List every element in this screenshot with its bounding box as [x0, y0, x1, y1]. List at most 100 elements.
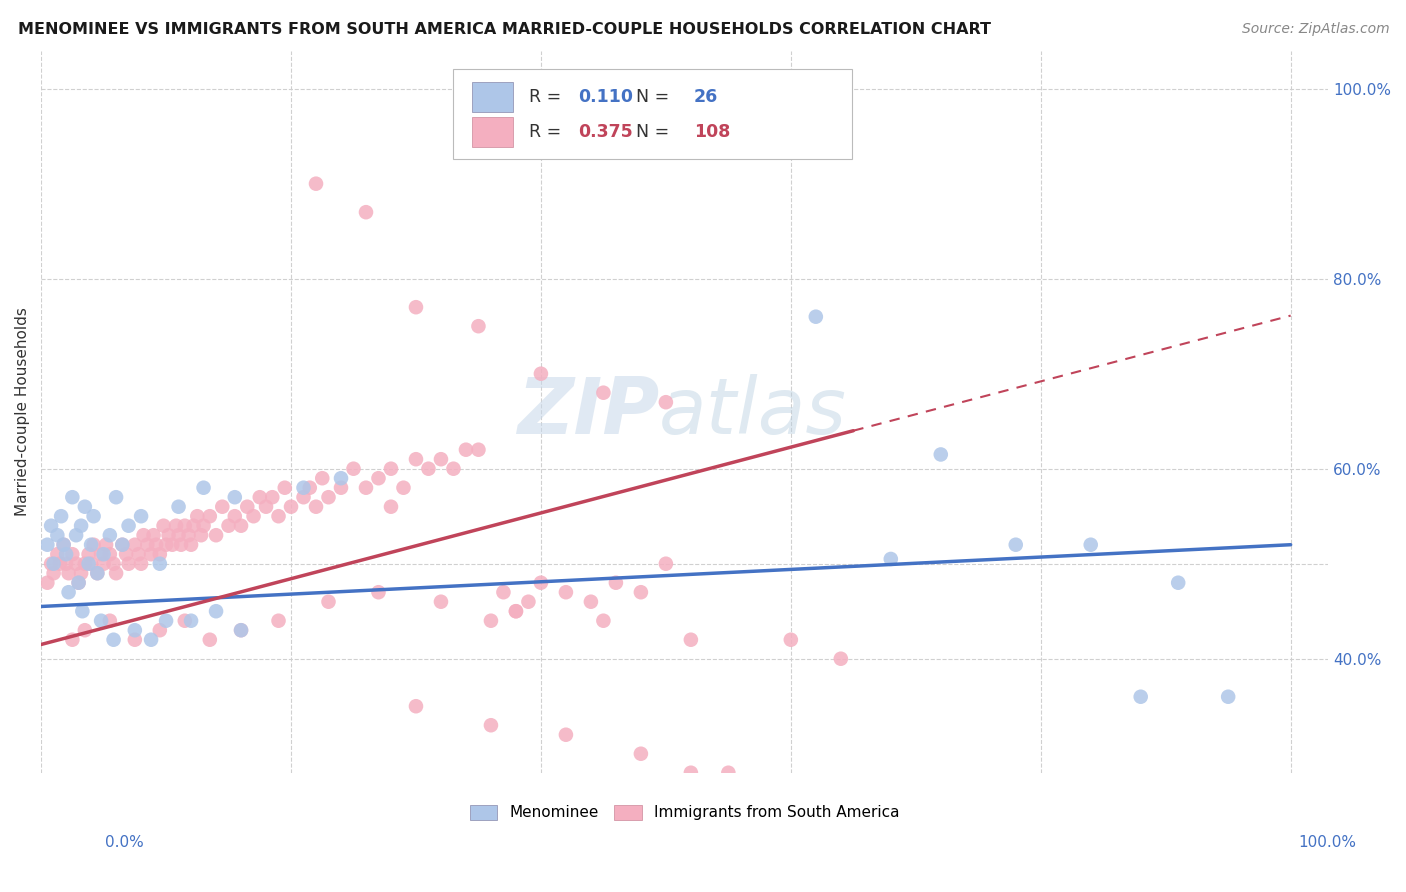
- FancyBboxPatch shape: [453, 69, 852, 159]
- Point: [679, 632, 702, 647]
- Point: [49, 557, 72, 571]
- Point: [65, 557, 87, 571]
- Point: [655, 395, 678, 409]
- Point: [105, 490, 128, 504]
- Point: [149, 557, 172, 571]
- Point: [354, 205, 377, 219]
- Point: [173, 518, 195, 533]
- Point: [579, 595, 602, 609]
- Point: [330, 481, 353, 495]
- Point: [177, 528, 200, 542]
- Point: [274, 481, 297, 495]
- Point: [139, 547, 162, 561]
- Point: [249, 490, 271, 504]
- Y-axis label: Married-couple Households: Married-couple Households: [15, 307, 30, 516]
- Point: [124, 632, 146, 647]
- Point: [342, 461, 364, 475]
- Point: [1080, 538, 1102, 552]
- Point: [298, 481, 321, 495]
- Point: [77, 557, 100, 571]
- Point: [292, 481, 315, 495]
- Point: [149, 547, 172, 561]
- Point: [630, 585, 652, 599]
- Point: [128, 547, 150, 561]
- Point: [73, 557, 96, 571]
- Point: [830, 651, 852, 665]
- Point: [254, 500, 277, 514]
- Point: [111, 538, 134, 552]
- Point: [83, 538, 105, 552]
- Point: [155, 614, 177, 628]
- Point: [305, 500, 328, 514]
- Point: [679, 765, 702, 780]
- Point: [129, 557, 152, 571]
- Point: [173, 614, 195, 628]
- Point: [157, 528, 180, 542]
- Point: [555, 728, 578, 742]
- Point: [103, 632, 125, 647]
- Point: [93, 557, 115, 571]
- Point: [111, 538, 134, 552]
- Point: [193, 518, 215, 533]
- Point: [67, 575, 90, 590]
- Point: [779, 785, 801, 799]
- Point: [292, 490, 315, 504]
- Point: [98, 547, 121, 561]
- Point: [717, 765, 740, 780]
- Text: R =: R =: [529, 123, 567, 141]
- Point: [180, 538, 202, 552]
- Point: [929, 447, 952, 461]
- Point: [190, 528, 212, 542]
- Text: R =: R =: [529, 88, 567, 106]
- Point: [42, 566, 65, 581]
- Point: [479, 718, 502, 732]
- Point: [467, 442, 489, 457]
- Point: [46, 528, 69, 542]
- Point: [311, 471, 333, 485]
- Point: [218, 518, 240, 533]
- Point: [280, 500, 302, 514]
- Point: [467, 319, 489, 334]
- Point: [505, 604, 527, 618]
- Point: [418, 461, 440, 475]
- Point: [779, 632, 801, 647]
- Point: [72, 604, 94, 618]
- Point: [330, 471, 353, 485]
- Point: [318, 490, 340, 504]
- Point: [165, 518, 187, 533]
- Point: [55, 547, 77, 561]
- Point: [73, 500, 96, 514]
- Point: [224, 490, 246, 504]
- Point: [124, 538, 146, 552]
- Point: [318, 595, 340, 609]
- Point: [46, 547, 69, 561]
- Point: [211, 500, 233, 514]
- Point: [80, 538, 103, 552]
- Text: Source: ZipAtlas.com: Source: ZipAtlas.com: [1241, 22, 1389, 37]
- Point: [170, 538, 193, 552]
- Point: [105, 566, 128, 581]
- Point: [39, 557, 62, 571]
- Point: [592, 385, 614, 400]
- Point: [162, 538, 184, 552]
- Point: [73, 624, 96, 638]
- Point: [267, 614, 290, 628]
- Point: [186, 509, 208, 524]
- Point: [167, 528, 190, 542]
- Point: [1129, 690, 1152, 704]
- Point: [60, 547, 83, 561]
- Point: [305, 177, 328, 191]
- Point: [267, 509, 290, 524]
- Point: [98, 528, 121, 542]
- Bar: [472, 82, 513, 112]
- Point: [430, 452, 453, 467]
- Point: [1004, 538, 1026, 552]
- Text: 0.110: 0.110: [578, 88, 633, 106]
- Point: [80, 557, 103, 571]
- Point: [224, 509, 246, 524]
- Point: [94, 538, 117, 552]
- Point: [229, 518, 252, 533]
- Point: [517, 595, 540, 609]
- Point: [229, 624, 252, 638]
- Point: [65, 528, 87, 542]
